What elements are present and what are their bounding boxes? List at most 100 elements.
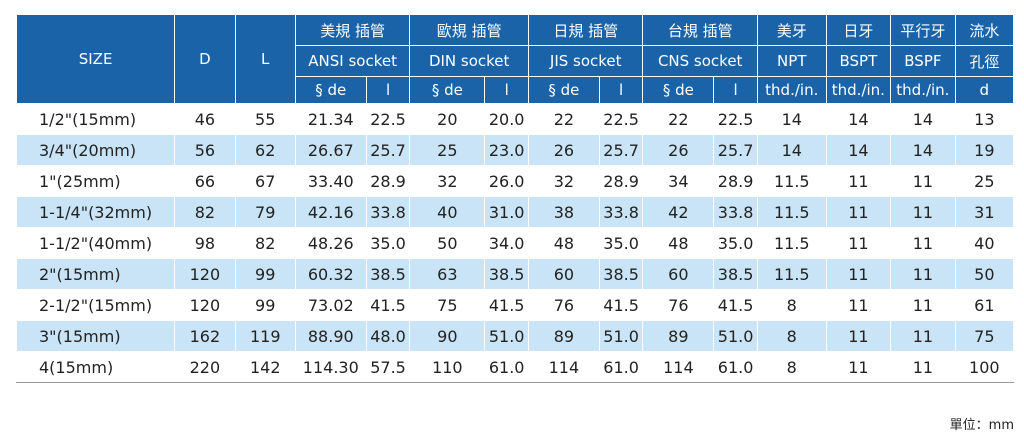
value-cell: 26.0 <box>484 165 529 197</box>
table-row: 3"(15mm) 162 119 88.90 48.0 90 51.0 89 5… <box>15 320 1015 352</box>
bspf-cn-header: 平行牙 <box>890 14 956 46</box>
value-cell: 26 <box>528 134 600 166</box>
value-cell: 61.0 <box>713 351 758 383</box>
value-cell: 48 <box>642 227 715 259</box>
table-row: 4(15mm) 220 142 114.30 57.5 110 61.0 114… <box>15 351 1015 383</box>
value-cell: 89 <box>642 320 715 352</box>
value-cell: 110 <box>409 351 486 383</box>
table-row: 2-1/2"(15mm) 120 99 73.02 41.5 75 41.5 7… <box>15 289 1015 321</box>
value-cell: 14 <box>825 134 892 166</box>
value-cell: 35.0 <box>598 227 644 259</box>
value-cell: 11.5 <box>756 196 827 228</box>
value-cell: 100 <box>954 351 1015 383</box>
value-cell: 62 <box>234 134 296 166</box>
jis-en-header: JIS socket <box>527 45 644 77</box>
value-cell: 35.0 <box>713 227 758 259</box>
table-header: SIZE D L 美規 插管 歐規 插管 日規 插管 台規 插管 美牙 日牙 平… <box>15 14 1015 104</box>
cns-en-header: CNS socket <box>642 45 758 77</box>
value-cell: 11 <box>890 196 956 228</box>
unit-note: 單位：mm <box>949 418 1014 433</box>
value-cell: 25 <box>954 165 1015 197</box>
value-cell: 8 <box>756 351 827 383</box>
value-cell: 25 <box>409 134 486 166</box>
value-cell: 34.0 <box>484 227 529 259</box>
size-cell: 4(15mm) <box>15 351 176 383</box>
npt-unit-header: thd./in. <box>756 76 827 104</box>
ansi-en-header: ANSI socket <box>294 45 411 77</box>
table-row: 1-1/4"(32mm) 82 79 42.16 33.8 40 31.0 38… <box>15 196 1015 228</box>
value-cell: 51.0 <box>484 320 529 352</box>
value-cell: 60 <box>528 258 600 290</box>
value-cell: 25.7 <box>598 134 644 166</box>
value-cell: 99 <box>234 289 296 321</box>
value-cell: 90 <box>409 320 486 352</box>
value-cell: 51.0 <box>598 320 644 352</box>
value-cell: 40 <box>409 196 486 228</box>
value-cell: 20 <box>409 103 486 135</box>
value-cell: 8 <box>756 320 827 352</box>
value-cell: 75 <box>409 289 486 321</box>
value-cell: 57.5 <box>365 351 411 383</box>
value-cell: 11.5 <box>756 258 827 290</box>
value-cell: 88.90 <box>294 320 367 352</box>
value-cell: 76 <box>528 289 600 321</box>
value-cell: 67 <box>234 165 296 197</box>
value-cell: 13 <box>954 103 1015 135</box>
din-en-header: DIN socket <box>409 45 529 77</box>
npt-cn-header: 美牙 <box>756 14 827 46</box>
value-cell: 11 <box>825 196 892 228</box>
value-cell: 31.0 <box>484 196 529 228</box>
value-cell: 66 <box>174 165 236 197</box>
value-cell: 120 <box>174 289 236 321</box>
value-cell: 120 <box>174 258 236 290</box>
size-cell: 2"(15mm) <box>15 258 176 290</box>
value-cell: 61 <box>954 289 1015 321</box>
size-cell: 1/2"(15mm) <box>15 103 176 135</box>
bspt-cn-header: 日牙 <box>825 14 892 46</box>
value-cell: 38.5 <box>484 258 529 290</box>
value-cell: 63 <box>409 258 486 290</box>
value-cell: 220 <box>174 351 236 383</box>
value-cell: 22.5 <box>713 103 758 135</box>
npt-en-header: NPT <box>756 45 827 77</box>
value-cell: 61.0 <box>598 351 644 383</box>
value-cell: 11 <box>890 258 956 290</box>
value-cell: 142 <box>234 351 296 383</box>
l-header: L <box>234 14 296 104</box>
value-cell: 82 <box>174 196 236 228</box>
value-cell: 25.7 <box>713 134 758 166</box>
value-cell: 75 <box>954 320 1015 352</box>
size-cell: 1-1/2"(40mm) <box>15 227 176 259</box>
value-cell: 56 <box>174 134 236 166</box>
value-cell: 98 <box>174 227 236 259</box>
jis-de-header: § de <box>528 76 600 104</box>
table-body: 1/2"(15mm) 46 55 21.34 22.5 20 20.0 22 2… <box>15 103 1015 383</box>
value-cell: 11 <box>890 351 956 383</box>
size-cell: 1-1/4"(32mm) <box>15 196 176 228</box>
value-cell: 23.0 <box>484 134 529 166</box>
cns-cn-header: 台規 插管 <box>642 14 758 46</box>
cns-l-header: l <box>713 76 758 104</box>
value-cell: 22.5 <box>598 103 644 135</box>
value-cell: 114.30 <box>294 351 367 383</box>
value-cell: 162 <box>174 320 236 352</box>
value-cell: 33.8 <box>598 196 644 228</box>
value-cell: 76 <box>642 289 715 321</box>
flow-unit-header: d <box>954 76 1015 104</box>
value-cell: 14 <box>756 103 827 135</box>
value-cell: 60.32 <box>294 258 367 290</box>
value-cell: 32 <box>409 165 486 197</box>
value-cell: 48 <box>528 227 600 259</box>
value-cell: 11 <box>825 165 892 197</box>
value-cell: 19 <box>954 134 1015 166</box>
value-cell: 25.7 <box>365 134 411 166</box>
size-cell: 3"(15mm) <box>15 320 176 352</box>
jis-l-header: l <box>598 76 644 104</box>
value-cell: 38.5 <box>598 258 644 290</box>
value-cell: 55 <box>234 103 296 135</box>
value-cell: 42 <box>642 196 715 228</box>
value-cell: 40 <box>954 227 1015 259</box>
value-cell: 11.5 <box>756 227 827 259</box>
value-cell: 119 <box>234 320 296 352</box>
value-cell: 38 <box>528 196 600 228</box>
